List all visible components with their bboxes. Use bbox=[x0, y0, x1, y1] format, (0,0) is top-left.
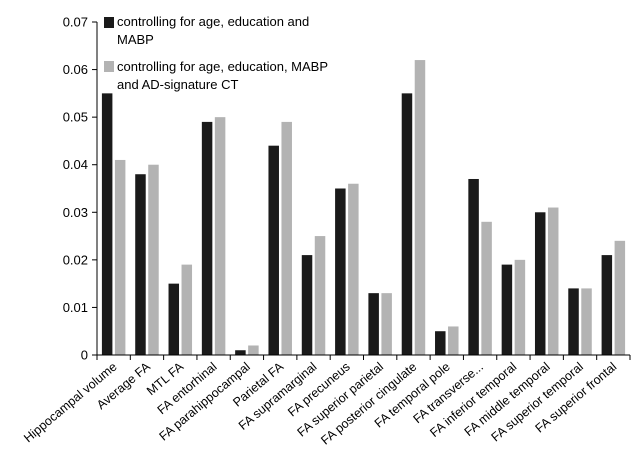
bar-series-2-4 bbox=[248, 345, 259, 355]
bar-series-1-10 bbox=[435, 331, 446, 355]
bar-series-2-11 bbox=[481, 221, 492, 355]
bar-series-1-0 bbox=[101, 93, 113, 355]
bar-series-2-9 bbox=[414, 60, 426, 356]
bar-series-1-8 bbox=[368, 293, 379, 355]
legend-label-series-2-line-2: and AD-signature CT bbox=[117, 77, 238, 92]
bar-series-1-3 bbox=[201, 121, 213, 356]
y-tick-label: 0.03 bbox=[63, 205, 88, 220]
bar-series-2-7 bbox=[348, 183, 359, 355]
bar-series-1-4 bbox=[235, 350, 246, 355]
bar-series-2-14 bbox=[581, 288, 592, 355]
y-tick-label: 0.07 bbox=[63, 15, 88, 30]
y-tick-label: 0.06 bbox=[63, 62, 88, 77]
legend-label-series-2-line-1: controlling for age, education, MABP bbox=[117, 59, 328, 74]
bar-series-2-5 bbox=[281, 121, 292, 356]
bar-series-2-3 bbox=[214, 117, 226, 356]
y-tick-label: 0.05 bbox=[63, 110, 88, 125]
bar-series-1-13 bbox=[534, 212, 546, 355]
bar-series-1-5 bbox=[268, 145, 279, 355]
y-axis: 0 0.01 0.02 0.03 0.04 0.05 0.06 0.07 bbox=[63, 15, 98, 363]
bar-series-1-2 bbox=[168, 283, 180, 355]
bar-series-1-9 bbox=[401, 93, 413, 355]
legend-label-series-1-line-1: controlling for age, education and bbox=[117, 14, 309, 29]
legend-swatch-series-1 bbox=[104, 17, 114, 28]
bar-series-2-8 bbox=[381, 293, 392, 355]
bar-series-2-6 bbox=[314, 236, 326, 355]
bar-series-2-10 bbox=[448, 326, 459, 355]
bar-series-1-15 bbox=[601, 255, 613, 355]
legend-swatch-series-2 bbox=[104, 61, 114, 72]
bar-series-1-11 bbox=[468, 178, 479, 355]
legend-label-series-1-line-2: MABP bbox=[117, 32, 154, 47]
bar-series-1-1 bbox=[135, 174, 146, 355]
bar-series-2-12 bbox=[514, 259, 526, 355]
bar-series-1-14 bbox=[568, 288, 579, 355]
bars bbox=[101, 60, 626, 356]
bar-series-1-7 bbox=[335, 188, 346, 355]
bar-series-2-2 bbox=[181, 264, 193, 355]
y-tick-label: 0.02 bbox=[63, 252, 88, 267]
bar-series-2-0 bbox=[114, 159, 126, 355]
bar-series-2-15 bbox=[614, 240, 626, 355]
bar-series-2-13 bbox=[547, 207, 559, 355]
bar-series-1-12 bbox=[501, 264, 513, 355]
y-tick-label: 0 bbox=[81, 348, 88, 363]
bar-series-2-1 bbox=[148, 164, 159, 355]
bar-series-1-6 bbox=[301, 255, 313, 355]
y-tick-label: 0.01 bbox=[63, 300, 88, 315]
y-tick-label: 0.04 bbox=[63, 157, 88, 172]
legend: controlling for age, education and MABP … bbox=[104, 14, 328, 92]
